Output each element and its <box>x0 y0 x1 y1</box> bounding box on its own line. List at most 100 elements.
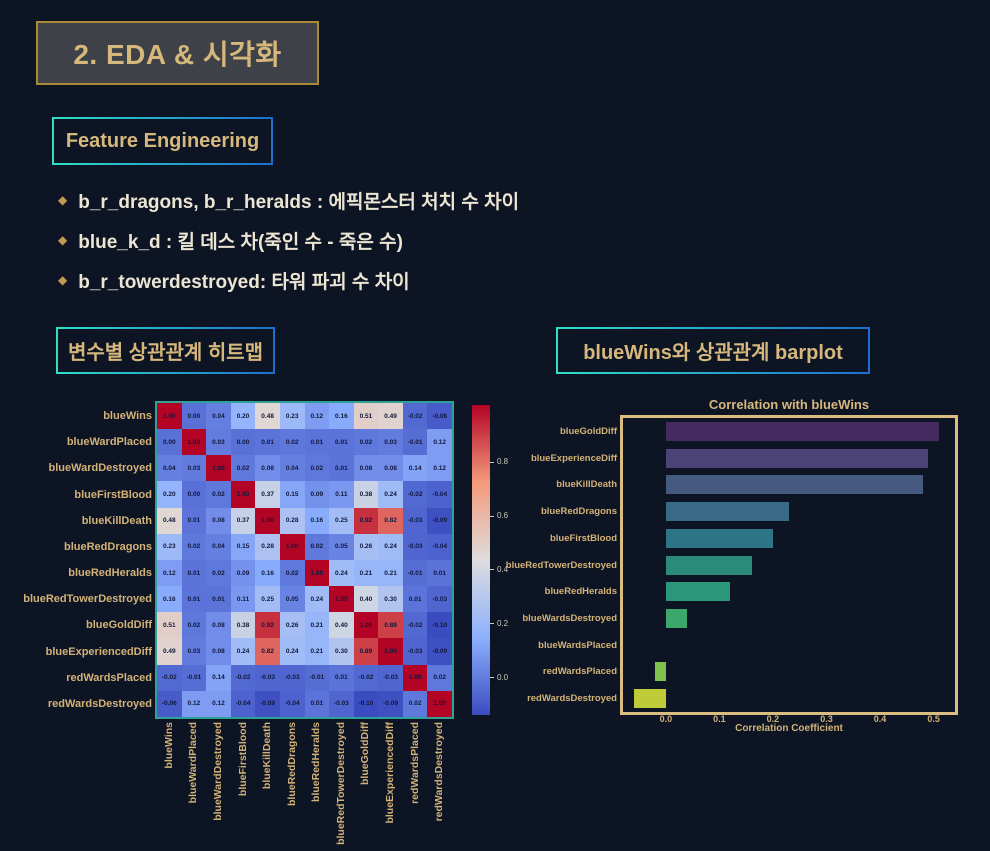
bar-category-label: blueRedTowerDestroyed <box>505 559 617 571</box>
heatmap-cell: 1.00 <box>304 559 330 587</box>
heatmap-cell: 0.14 <box>402 455 428 482</box>
heatmap-cell: 0.04 <box>279 455 305 482</box>
heatmap-cell: 0.15 <box>230 533 256 560</box>
heatmap-row-label: blueWins <box>103 410 152 423</box>
heatmap-row-label: blueGoldDiff <box>86 619 152 632</box>
bar-category-label: blueWardsDestroyed <box>522 612 617 624</box>
heatmap-cell: 0.01 <box>181 586 207 613</box>
heatmap-col-label: blueRedDragons <box>285 722 298 807</box>
heatmap-cell: 1.00 <box>230 481 256 508</box>
heatmap-cell: 0.12 <box>427 455 452 482</box>
heatmap-col-label: blueRedTowerDestroyed <box>334 722 347 845</box>
heatmap-cell: 0.05 <box>329 533 354 560</box>
heatmap-cell: 0.16 <box>255 559 280 587</box>
heatmap-cell: 0.24 <box>230 638 256 665</box>
heatmap-cell: 0.16 <box>157 586 182 613</box>
bar <box>633 689 666 709</box>
bar-category-label: blueRedDragons <box>540 506 617 518</box>
bar-category-label: redWardsPlaced <box>542 666 617 678</box>
heatmap-cell: 0.82 <box>378 507 403 534</box>
heatmap-cell: 0.12 <box>427 429 452 456</box>
heatmap-cell: 1.00 <box>329 586 354 613</box>
bar-xtick-label: 0.4 <box>873 714 887 724</box>
heatmap-cell: 0.16 <box>304 507 330 534</box>
heatmap-cell: 1.00 <box>279 533 305 560</box>
bar <box>665 502 789 522</box>
heatmap-col-label: redWardsPlaced <box>408 722 421 804</box>
heatmap-cell: 0.01 <box>304 690 330 717</box>
heatmap-section-title: 변수별 상관관계 히트맵 <box>67 342 264 364</box>
diamond-bullet-icon: ◆ <box>58 273 68 287</box>
bullet-list: ◆ b_r_dragons, b_r_heralds : 에픽몬스터 처치 수 … <box>58 180 678 300</box>
heatmap-cell: 1.00 <box>427 690 452 717</box>
bar-xtick-label: 0.0 <box>659 714 673 724</box>
heatmap-cell: 0.09 <box>304 481 330 508</box>
heatmap-cell: 0.25 <box>329 507 354 534</box>
heatmap-cell: 0.38 <box>353 481 379 508</box>
colorbar-tick-label: 0.4 <box>497 564 509 574</box>
heatmap-cell: 0.01 <box>427 559 452 587</box>
heatmap-cell: -0.04 <box>230 690 256 717</box>
heatmap-cell: 1.00 <box>402 664 428 691</box>
heatmap-cell: -0.02 <box>402 403 428 430</box>
heatmap-cell: 0.23 <box>279 403 305 430</box>
heatmap-cell: 0.89 <box>353 638 379 665</box>
heatmap-cell: 0.37 <box>230 507 256 534</box>
heatmap-cell: 0.03 <box>181 638 207 665</box>
heatmap-col-label: blueWardPlaced <box>187 722 200 804</box>
heatmap-cell: -0.09 <box>378 690 403 717</box>
heatmap-cell: -0.02 <box>230 664 256 691</box>
heatmap-cell: -0.03 <box>402 638 428 665</box>
heatmap-cell: 0.20 <box>157 481 182 508</box>
heatmap-cell: -0.02 <box>157 664 182 691</box>
heatmap-cell: 0.01 <box>255 429 280 456</box>
bar-category-label: blueFirstBlood <box>549 532 617 544</box>
bar-xtick-label: 0.5 <box>927 714 940 724</box>
heatmap-cell: 0.12 <box>206 690 231 717</box>
heatmap-cell: 0.02 <box>427 664 452 691</box>
bar <box>665 448 929 468</box>
heatmap-cell: 0.02 <box>230 455 256 482</box>
heatmap-cell: 0.48 <box>157 507 182 534</box>
heatmap-cell: 0.04 <box>206 403 231 430</box>
heatmap-cell: 0.11 <box>230 586 256 613</box>
heatmap-row-label: blueRedHeralds <box>68 567 152 580</box>
heatmap-col-label: blueWardDestroyed <box>211 722 224 821</box>
heatmap-cell: 0.01 <box>402 586 428 613</box>
heatmap-cell: 0.21 <box>353 559 379 587</box>
heatmap-cell: 0.21 <box>304 638 330 665</box>
heatmap-row-label: blueWardPlaced <box>66 436 152 449</box>
heatmap-col-label: redWardsDestroyed <box>433 722 446 822</box>
heatmap-cell: 1.00 <box>157 403 182 430</box>
colorbar-tick-label: 0.8 <box>497 457 509 467</box>
heatmap-cell: 0.04 <box>206 533 231 560</box>
heatmap-cell: 0.92 <box>255 612 280 639</box>
heatmap-cell: -0.04 <box>279 690 305 717</box>
heatmap-colorbar <box>472 405 490 715</box>
heatmap-cell: 0.28 <box>279 507 305 534</box>
heatmap-row-label: blueKillDeath <box>81 514 152 527</box>
heatmap-cell: 1.00 <box>206 455 231 482</box>
bar-category-label: blueExperienceDiff <box>530 452 617 464</box>
barplot-x-axis-label: Correlation Coefficient <box>735 723 843 734</box>
bar-xtick-label: 0.3 <box>820 714 833 724</box>
heatmap-cell: 0.08 <box>206 507 231 534</box>
heatmap-cell: 0.02 <box>279 559 305 587</box>
heatmap-cell: -0.04 <box>427 481 452 508</box>
heatmap-cell: 0.89 <box>378 612 403 639</box>
heatmap-cell: 0.02 <box>181 612 207 639</box>
bullet-text: blue_k_d : 킬 데스 차(죽인 수 - 죽은 수) <box>78 231 403 253</box>
bar-category-label: blueKillDeath <box>556 479 617 491</box>
heatmap-cell: 0.92 <box>353 507 379 534</box>
bar <box>665 582 731 602</box>
barplot-title: Correlation with blueWins <box>708 397 870 412</box>
bar <box>665 608 688 628</box>
heatmap-cell: 0.11 <box>329 481 354 508</box>
slide-title-box: 2. EDA & 시각화 <box>36 21 319 85</box>
heatmap-cell: 0.04 <box>157 455 182 482</box>
colorbar-tick-mark <box>490 461 494 463</box>
heatmap-cell: 1.00 <box>353 612 379 639</box>
heatmap-row-label: blueExperiencedDiff <box>45 645 152 658</box>
heatmap-cell: -0.01 <box>402 559 428 587</box>
heatmap-cell: 0.21 <box>304 612 330 639</box>
